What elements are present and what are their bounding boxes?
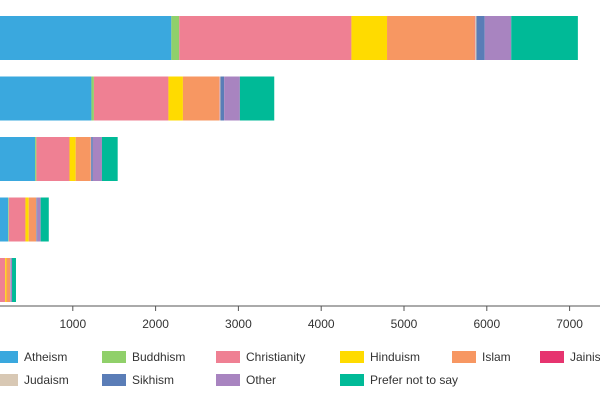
bar-segment-islam-row-1 xyxy=(387,16,475,60)
x-tick-label: 2000 xyxy=(142,317,169,331)
legend-swatch-christianity xyxy=(216,351,240,363)
bar-segment-prefer-not-to-say-row-3 xyxy=(101,137,118,181)
bar-segment-christianity-row-5 xyxy=(0,258,6,302)
bar-segment-sikhism-row-1 xyxy=(476,16,485,60)
bar-segment-hinduism-row-3 xyxy=(69,137,76,181)
legend-label-judaism: Judaism xyxy=(24,373,69,387)
bar-segment-buddhism-row-2 xyxy=(91,76,94,121)
legend-swatch-prefer-not-to-say xyxy=(340,374,364,386)
bar-segment-other-row-3 xyxy=(92,137,102,181)
bar-segment-atheism-row-3 xyxy=(0,137,36,181)
legend-label-prefer-not-to-say: Prefer not to say xyxy=(370,373,458,387)
x-tick-label: 3000 xyxy=(225,317,252,331)
bar-segment-other-row-2 xyxy=(224,76,240,121)
x-tick-label: 4000 xyxy=(308,317,335,331)
legend-label-sikhism: Sikhism xyxy=(132,373,174,387)
legend-swatch-jainism xyxy=(540,351,564,363)
bar-segment-islam-row-5 xyxy=(6,258,11,302)
x-tick-label: 1000 xyxy=(59,317,86,331)
legend-swatch-buddhism xyxy=(102,351,126,363)
bar-segment-atheism-row-4 xyxy=(0,197,9,242)
bar-segment-christianity-row-1 xyxy=(179,16,352,60)
bar-segment-buddhism-row-3 xyxy=(35,137,37,181)
legend: Atheism Buddhism Christianity Hinduism Islam… xyxy=(0,350,600,387)
bar-segment-atheism-row-2 xyxy=(0,76,92,121)
legend-label-buddhism: Buddhism xyxy=(132,350,185,364)
legend-label-christianity: Christianity xyxy=(246,350,305,364)
legend-swatch-sikhism xyxy=(102,374,126,386)
bar-segment-hinduism-row-4 xyxy=(25,197,29,242)
legend-swatch-judaism xyxy=(0,374,18,386)
legend-label-jainism: Jainism xyxy=(570,350,600,364)
legend-label-atheism: Atheism xyxy=(24,350,67,364)
bar-segment-christianity-row-4 xyxy=(8,197,26,242)
bar-segment-sikhism-row-3 xyxy=(91,137,93,181)
x-tick-label: 5000 xyxy=(391,317,418,331)
bar-segment-islam-row-2 xyxy=(182,76,220,121)
bar-segment-buddhism-row-1 xyxy=(171,16,180,60)
bar-segment-other-row-4 xyxy=(37,197,41,242)
legend-label-hinduism: Hinduism xyxy=(370,350,420,364)
bar-segment-judaism-row-1 xyxy=(475,16,477,60)
bar-segment-judaism-row-2 xyxy=(219,76,221,121)
x-tick-label: 7000 xyxy=(556,317,583,331)
bars-layer xyxy=(0,16,578,302)
legend-swatch-islam xyxy=(452,351,476,363)
bar-segment-prefer-not-to-say-row-5 xyxy=(12,258,16,302)
bar-segment-buddhism-row-4 xyxy=(8,197,9,242)
bar-segment-hinduism-row-2 xyxy=(168,76,183,121)
bar-segment-prefer-not-to-say-row-4 xyxy=(40,197,49,242)
bar-segment-atheism-row-1 xyxy=(0,16,172,60)
bar-segment-christianity-row-3 xyxy=(36,137,70,181)
bar-segment-sikhism-row-2 xyxy=(220,76,225,121)
x-tick-label: 6000 xyxy=(473,317,500,331)
bar-segment-christianity-row-2 xyxy=(93,76,169,121)
bar-segment-other-row-5 xyxy=(10,258,13,302)
bar-segment-hinduism-row-1 xyxy=(351,16,388,60)
bar-segment-other-row-1 xyxy=(484,16,512,60)
bar-segment-hinduism-row-5 xyxy=(5,258,7,302)
legend-swatch-hinduism xyxy=(340,351,364,363)
bar-segment-prefer-not-to-say-row-1 xyxy=(511,16,578,60)
bar-segment-islam-row-3 xyxy=(75,137,91,181)
bar-segment-prefer-not-to-say-row-2 xyxy=(239,76,275,121)
legend-label-other: Other xyxy=(246,373,276,387)
legend-swatch-atheism xyxy=(0,351,18,363)
x-axis: 1000 2000 3000 4000 5000 6000 7000 xyxy=(0,305,600,331)
bar-segment-sikhism-row-4 xyxy=(36,197,38,242)
legend-swatch-other xyxy=(216,374,240,386)
legend-label-islam: Islam xyxy=(482,350,511,364)
bar-segment-islam-row-4 xyxy=(28,197,37,242)
